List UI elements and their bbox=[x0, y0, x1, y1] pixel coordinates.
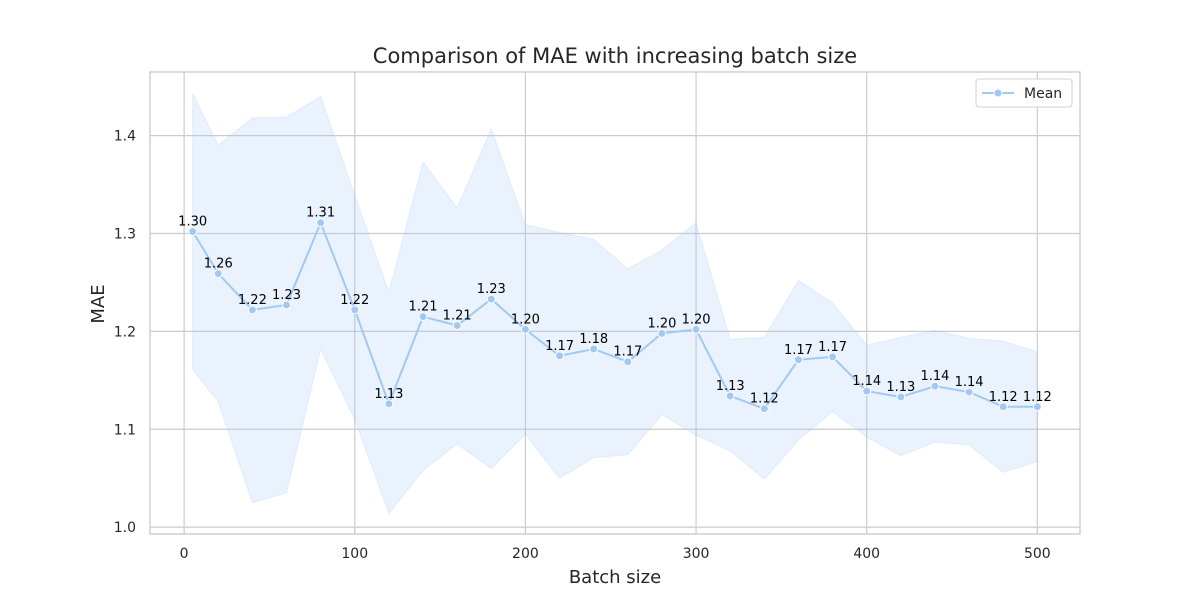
data-label: 1.23 bbox=[272, 288, 301, 303]
data-label: 1.20 bbox=[647, 316, 676, 331]
y-tick-label: 1.3 bbox=[114, 227, 136, 243]
chart-title: Comparison of MAE with increasing batch … bbox=[373, 44, 857, 68]
data-label: 1.13 bbox=[886, 380, 915, 395]
data-label: 1.12 bbox=[1023, 390, 1052, 405]
legend-point-marker bbox=[993, 88, 1003, 98]
data-point bbox=[452, 321, 462, 331]
y-axis-label: MAE bbox=[88, 284, 109, 323]
data-point bbox=[316, 218, 326, 228]
data-label: 1.22 bbox=[238, 293, 267, 308]
y-tick-label: 1.0 bbox=[114, 520, 136, 536]
data-label: 1.14 bbox=[955, 375, 984, 390]
data-point bbox=[793, 355, 803, 365]
data-label: 1.17 bbox=[545, 339, 574, 354]
x-tick-label: 500 bbox=[1024, 546, 1051, 562]
data-point bbox=[828, 352, 838, 362]
data-point bbox=[188, 227, 198, 237]
data-point bbox=[282, 300, 292, 310]
data-label: 1.18 bbox=[579, 332, 608, 347]
data-label: 1.22 bbox=[340, 293, 369, 308]
data-point bbox=[998, 402, 1008, 412]
x-tick-label: 300 bbox=[683, 546, 710, 562]
data-label: 1.12 bbox=[989, 390, 1018, 405]
data-point bbox=[691, 324, 701, 334]
y-tick-label: 1.1 bbox=[114, 422, 136, 438]
data-label: 1.30 bbox=[178, 215, 207, 230]
legend: Mean bbox=[975, 78, 1073, 108]
x-tick-labels: 0 100 200 300 400 500 bbox=[180, 546, 1051, 562]
data-label: 1.21 bbox=[443, 309, 472, 324]
data-point bbox=[725, 391, 735, 401]
data-label: 1.26 bbox=[204, 257, 233, 272]
data-label: 1.17 bbox=[784, 343, 813, 358]
data-label: 1.13 bbox=[374, 387, 403, 402]
data-point bbox=[862, 386, 872, 396]
x-tick-label: 100 bbox=[341, 546, 368, 562]
data-point bbox=[486, 294, 496, 304]
data-point bbox=[418, 312, 428, 322]
data-point bbox=[350, 305, 360, 315]
x-tick-label: 200 bbox=[512, 546, 539, 562]
data-point bbox=[623, 357, 633, 367]
data-point bbox=[213, 269, 223, 279]
data-label: 1.20 bbox=[511, 312, 540, 327]
legend-box bbox=[975, 78, 1073, 108]
data-label: 1.14 bbox=[920, 369, 949, 384]
data-labels: 1.30 1.26 1.22 1.23 1.31 1.22 1.13 1.21 1.21 1.23… bbox=[178, 206, 1052, 407]
data-point bbox=[964, 387, 974, 397]
y-tick-label: 1.2 bbox=[114, 324, 136, 340]
x-axis-label: Batch size bbox=[569, 567, 661, 588]
data-point bbox=[384, 399, 394, 409]
data-label: 1.17 bbox=[613, 345, 642, 360]
data-point bbox=[247, 305, 257, 315]
legend-label-mean: Mean bbox=[1024, 86, 1062, 102]
data-point bbox=[589, 344, 599, 354]
data-point bbox=[896, 392, 906, 402]
series-line-mean bbox=[191, 220, 1038, 410]
y-tick-labels: 1.0 1.1 1.2 1.3 1.4 bbox=[114, 129, 136, 537]
data-point bbox=[1032, 402, 1042, 412]
x-tick-label: 0 bbox=[180, 546, 189, 562]
data-label: 1.23 bbox=[477, 282, 506, 297]
data-point bbox=[759, 404, 769, 414]
x-tick-label: 400 bbox=[853, 546, 880, 562]
data-point bbox=[657, 328, 667, 338]
data-point bbox=[520, 324, 530, 334]
data-label: 1.12 bbox=[750, 392, 779, 407]
data-point bbox=[555, 351, 565, 361]
data-point bbox=[930, 381, 940, 391]
data-label: 1.14 bbox=[852, 374, 881, 389]
data-label: 1.17 bbox=[818, 340, 847, 355]
data-label: 1.21 bbox=[409, 300, 438, 315]
confidence-band bbox=[192, 93, 1038, 515]
y-tick-label: 1.4 bbox=[114, 129, 136, 145]
plot-frame bbox=[149, 71, 1081, 535]
data-label: 1.13 bbox=[716, 379, 745, 394]
grid bbox=[150, 72, 1080, 534]
data-label: 1.31 bbox=[306, 206, 335, 221]
data-label: 1.20 bbox=[682, 312, 711, 327]
data-points bbox=[188, 218, 1042, 414]
